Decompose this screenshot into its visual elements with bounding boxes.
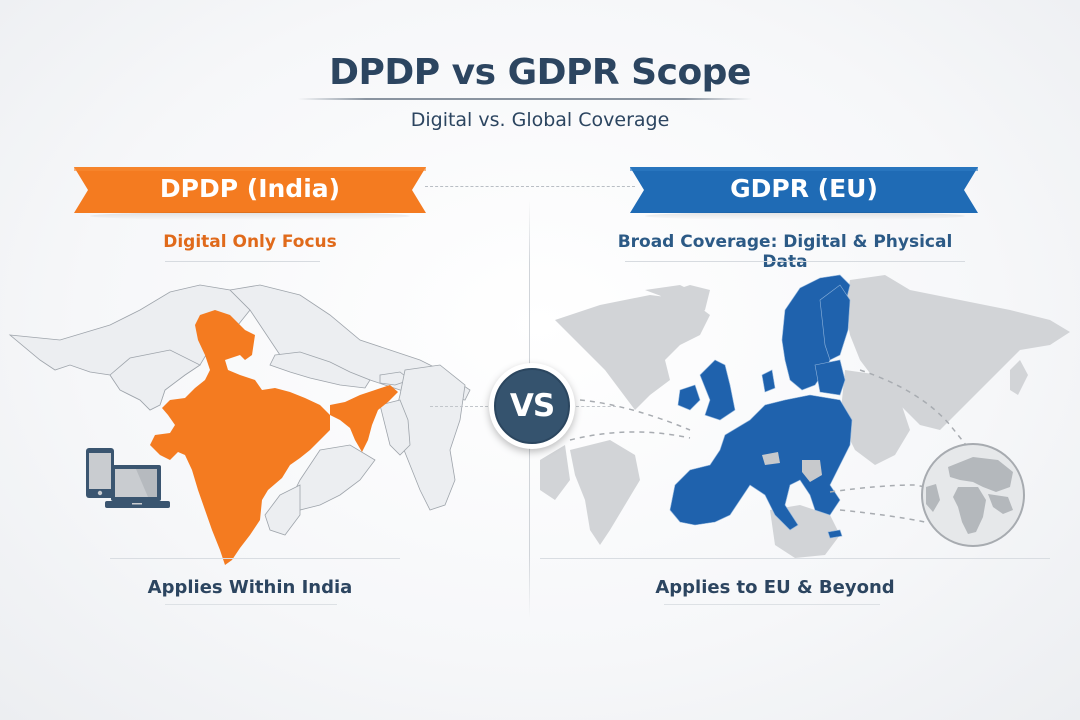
ribbon-connector [425, 186, 635, 187]
gdpr-ribbon: GDPR (EU) [630, 167, 978, 213]
page-subtitle: Digital vs. Global Coverage [410, 109, 670, 131]
india-map [8, 284, 471, 565]
gdpr-ribbon-label: GDPR (EU) [730, 174, 878, 203]
gdpr-tagline: Broad Coverage: Digital & Physical Data [617, 232, 953, 272]
ribbon-shadow [645, 212, 965, 220]
globe-icon [921, 443, 1025, 547]
gdpr-footer: Applies to EU & Beyond [655, 577, 895, 598]
dpdp-tagline: Digital Only Focus [163, 232, 337, 252]
ribbon-shape-blue [630, 167, 978, 213]
footer-divider [664, 604, 880, 605]
ribbon-shadow [90, 212, 410, 220]
vs-connector-right [576, 406, 616, 407]
ribbon-shape-orange [74, 167, 426, 213]
title-divider [298, 98, 752, 100]
page-title: DPDP vs GDPR Scope [329, 52, 751, 93]
vs-badge: VS [489, 363, 575, 449]
dpdp-ribbon-label: DPDP (India) [159, 174, 341, 203]
map-baseline [110, 558, 400, 559]
devices-icon [86, 448, 170, 508]
dpdp-footer: Applies Within India [147, 577, 353, 598]
footer-divider [165, 604, 337, 605]
tagline-divider [625, 261, 965, 262]
vs-badge-label: VS [494, 368, 570, 444]
dpdp-ribbon: DPDP (India) [74, 167, 426, 213]
map-baseline [540, 558, 1050, 559]
vs-connector-left [430, 406, 488, 407]
europe-world-map [540, 274, 1070, 558]
tagline-divider [165, 261, 320, 262]
